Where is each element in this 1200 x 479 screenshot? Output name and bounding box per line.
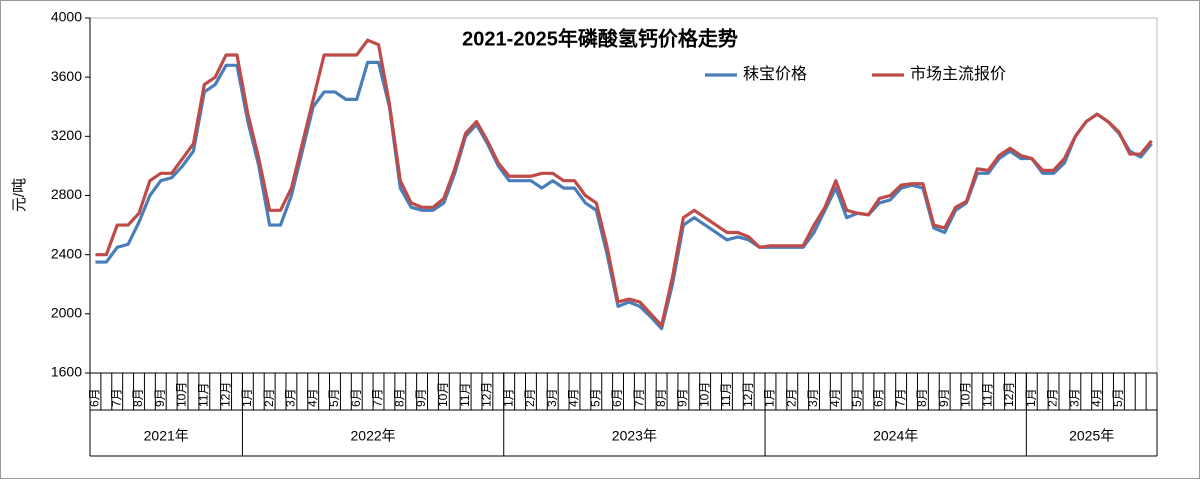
y-tick-label: 3200 bbox=[51, 127, 82, 143]
year-label: 2024年 bbox=[873, 428, 918, 444]
x-tick-label: 8月 bbox=[915, 388, 929, 407]
legend-label: 秣宝价格 bbox=[743, 65, 807, 83]
y-tick-label: 2000 bbox=[51, 305, 82, 321]
x-tick-label: 12月 bbox=[480, 382, 494, 407]
x-tick-label: 1月 bbox=[763, 388, 777, 407]
x-tick-label: 9月 bbox=[153, 388, 167, 407]
x-tick-label: 4月 bbox=[567, 388, 581, 407]
x-tick-label: 3月 bbox=[284, 388, 298, 407]
x-tick-label: 10月 bbox=[436, 382, 450, 407]
x-tick-label: 9月 bbox=[676, 388, 690, 407]
x-tick-label: 6月 bbox=[349, 388, 363, 407]
x-tick-label: 6月 bbox=[610, 388, 624, 407]
x-tick-label: 8月 bbox=[131, 388, 145, 407]
y-axis-label: 元/吨 bbox=[11, 178, 28, 212]
x-tick-label: 11月 bbox=[196, 383, 210, 407]
x-tick-label: 3月 bbox=[806, 388, 820, 407]
x-tick-label: 2月 bbox=[523, 388, 537, 407]
x-tick-label: 11月 bbox=[458, 383, 472, 407]
x-tick-label: 5月 bbox=[850, 388, 864, 407]
x-tick-label: 6月 bbox=[88, 388, 102, 407]
x-tick-label: 5月 bbox=[327, 388, 341, 407]
x-tick-label: 5月 bbox=[1111, 388, 1125, 407]
x-tick-label: 4月 bbox=[305, 388, 319, 407]
y-tick-label: 2400 bbox=[51, 245, 82, 261]
x-tick-label: 8月 bbox=[392, 388, 406, 407]
x-tick-label: 10月 bbox=[697, 382, 711, 407]
x-tick-label: 1月 bbox=[240, 388, 254, 407]
x-tick-label: 3月 bbox=[545, 388, 559, 407]
x-tick-label: 5月 bbox=[588, 388, 602, 407]
x-tick-label: 7月 bbox=[632, 388, 646, 407]
x-tick-label: 9月 bbox=[414, 388, 428, 407]
year-label: 2025年 bbox=[1069, 428, 1114, 444]
x-tick-label: 2月 bbox=[784, 388, 798, 407]
x-tick-label: 2月 bbox=[1046, 388, 1060, 407]
chart-title: 2021-2025年磷酸氢钙价格走势 bbox=[462, 26, 738, 50]
x-tick-label: 9月 bbox=[937, 388, 951, 407]
line-series bbox=[95, 38, 1153, 328]
x-tick-label: 3月 bbox=[1068, 388, 1082, 407]
year-label: 2022年 bbox=[351, 428, 396, 444]
x-tick-label: 10月 bbox=[959, 382, 973, 407]
x-tick-label: 4月 bbox=[1089, 388, 1103, 407]
x-tick-label: 8月 bbox=[654, 388, 668, 407]
y-tick-label: 4000 bbox=[51, 9, 82, 25]
year-label: 2023年 bbox=[612, 428, 657, 444]
y-tick-label: 3600 bbox=[51, 68, 82, 84]
x-tick-label: 10月 bbox=[175, 382, 189, 407]
x-tick-label: 12月 bbox=[218, 382, 232, 407]
legend-label: 市场主流报价 bbox=[910, 65, 1006, 83]
x-tick-label: 11月 bbox=[719, 383, 733, 407]
year-label: 2021年 bbox=[144, 428, 189, 444]
x-tick-label: 2月 bbox=[262, 388, 276, 407]
x-tick-label: 11月 bbox=[980, 383, 994, 407]
x-tick-label: 7月 bbox=[371, 388, 385, 407]
x-tick-label: 7月 bbox=[109, 388, 123, 407]
x-tick-label: 1月 bbox=[1024, 388, 1038, 407]
y-tick-label: 1600 bbox=[51, 364, 82, 380]
x-tick-label: 12月 bbox=[1002, 382, 1016, 407]
x-tick-label: 6月 bbox=[872, 388, 886, 407]
x-tick-label: 1月 bbox=[501, 388, 515, 407]
y-tick-label: 2800 bbox=[51, 186, 82, 202]
x-tick-label: 4月 bbox=[828, 388, 842, 407]
x-tick-label: 7月 bbox=[893, 388, 907, 407]
x-tick-label: 12月 bbox=[741, 382, 755, 407]
